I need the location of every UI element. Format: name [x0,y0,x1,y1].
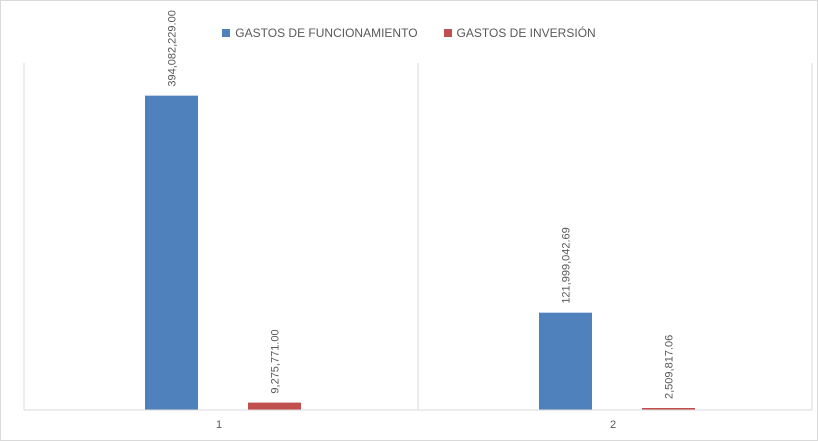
bar-inversion-2 [642,407,695,410]
x-tick-label-2: 2 [610,419,616,431]
legend-swatch-inversion [443,29,452,37]
bar-funcionamiento-2 [539,312,592,410]
bar-funcionamiento-1 [145,95,198,411]
legend-swatch-funcionamiento [222,29,231,37]
data-label-inversion-2: 2,509,817.06 [664,335,676,399]
data-label-inversion-1: 9,275,771.00 [270,329,282,393]
legend: GASTOS DE FUNCIONAMIENTO GASTOS DE INVER… [0,24,818,42]
data-label-funcionamiento-2: 121,999,042.69 [561,227,573,303]
x-tick-label-1: 1 [216,419,222,431]
legend-item-inversion: GASTOS DE INVERSIÓN [443,26,596,40]
bar-inversion-1 [248,402,301,410]
legend-label-inversion: GASTOS DE INVERSIÓN [456,26,596,40]
legend-label-funcionamiento: GASTOS DE FUNCIONAMIENTO [235,26,418,40]
data-label-funcionamiento-1: 394,082,229.00 [167,10,179,86]
legend-item-funcionamiento: GASTOS DE FUNCIONAMIENTO [222,26,418,40]
